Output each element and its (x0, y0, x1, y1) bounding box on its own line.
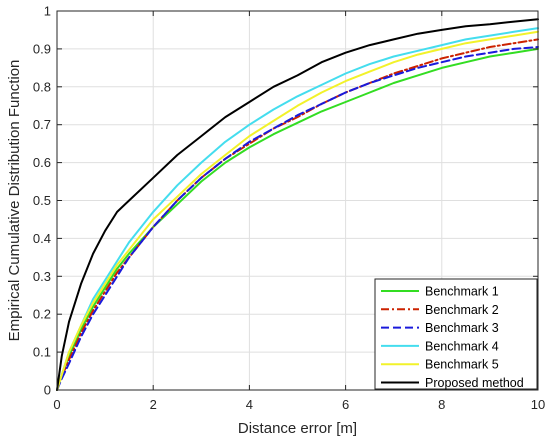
y-tick-label: 0.1 (33, 345, 51, 360)
x-tick-label: 6 (342, 397, 349, 412)
y-tick-label: 0 (44, 383, 51, 398)
series-lines (56, 18, 539, 391)
x-axis-title: Distance error [m] (238, 420, 357, 437)
plot-area (56, 10, 539, 391)
series-line-5 (56, 30, 539, 391)
x-tick-label: 2 (150, 397, 157, 412)
legend-label-3: Benchmark 3 (425, 321, 499, 335)
legend-label-6: Proposed method (425, 376, 524, 390)
series-line-6 (56, 18, 539, 391)
legend-label-2: Benchmark 2 (425, 303, 499, 317)
y-tick-labels: 0 0.1 0.2 0.3 0.4 0.5 0.6 0.7 0.8 0.9 1 (33, 4, 51, 398)
y-tick-label: 0.4 (33, 231, 51, 246)
x-tick-label: 4 (246, 397, 253, 412)
x-tick-labels: 0 2 4 6 8 10 (53, 397, 545, 412)
legend-label-4: Benchmark 4 (425, 339, 499, 353)
series-line-3 (56, 46, 539, 391)
y-tick-label: 0.3 (33, 269, 51, 284)
x-tick-label: 0 (53, 397, 60, 412)
x-tick-label: 8 (438, 397, 445, 412)
y-tick-label: 1 (44, 4, 51, 19)
x-tick-label: 10 (531, 397, 545, 412)
y-tick-label: 0.2 (33, 307, 51, 322)
legend-items: Benchmark 1 Benchmark 2 Benchmark 3 Benchma… (381, 285, 524, 390)
y-axis-title: Empirical Cumulative Distribution Functi… (6, 60, 23, 342)
legend-box (374, 278, 538, 390)
y-tick-label: 0.8 (33, 79, 51, 94)
y-tick-label: 0.5 (33, 193, 51, 208)
y-tick-label: 0.9 (33, 41, 51, 56)
legend: Benchmark 1 Benchmark 2 Benchmark 3 Benchma… (374, 278, 538, 390)
series-line-2 (56, 38, 539, 391)
y-tick-label: 0.7 (33, 117, 51, 132)
series-line-1 (56, 47, 539, 391)
legend-label-5: Benchmark 5 (425, 358, 499, 372)
legend-label-1: Benchmark 1 (425, 285, 499, 299)
series-line-4 (56, 27, 539, 391)
y-tick-label: 0.6 (33, 155, 51, 170)
